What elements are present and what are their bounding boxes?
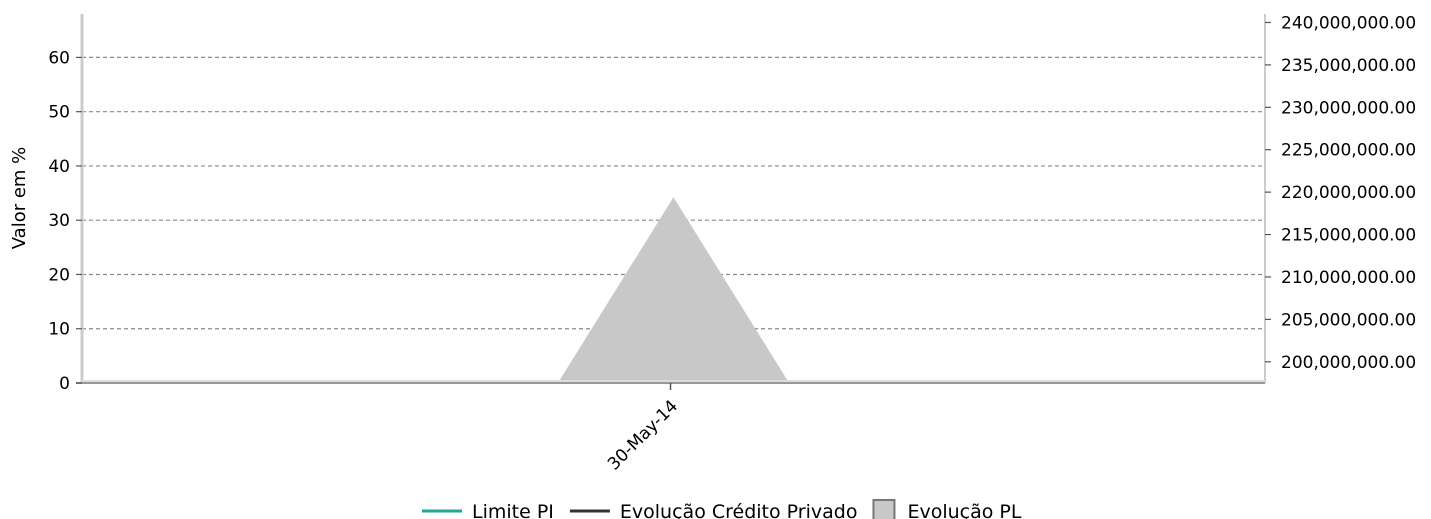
right-tick-label: 215,000,000.00 — [1281, 226, 1416, 246]
left-tick-label: 40 — [48, 157, 70, 177]
legend-label: Limite PI — [472, 501, 554, 519]
x-tick-label: 30-May-14 — [604, 396, 682, 474]
right-tick-label: 235,000,000.00 — [1281, 56, 1416, 76]
x-axis: 30-May-14 — [604, 383, 682, 474]
left-tick-label: 10 — [48, 320, 70, 340]
left-tick-label: 60 — [48, 48, 70, 68]
right-y-axis: 200,000,000.00 205,000,000.00 210,000,000.… — [1265, 13, 1416, 372]
y-axis-title: Valor em % — [9, 147, 30, 250]
right-tick-label: 205,000,000.00 — [1281, 310, 1416, 330]
left-tick-label: 0 — [59, 374, 70, 394]
area-evolucao-pl — [559, 197, 789, 382]
plot-area — [559, 197, 789, 382]
right-tick-label: 230,000,000.00 — [1281, 98, 1416, 118]
legend: Limite PI Evolução Crédito Privado Evoluçã… — [422, 500, 1022, 519]
legend-swatch — [873, 500, 894, 519]
right-tick-label: 240,000,000.00 — [1281, 13, 1416, 33]
right-tick-label: 210,000,000.00 — [1281, 268, 1416, 288]
left-tick-label: 50 — [48, 103, 70, 123]
left-tick-label: 30 — [48, 211, 70, 231]
left-y-axis: 0 10 20 30 40 50 60 — [48, 48, 82, 394]
legend-label: Evolução PL — [907, 501, 1021, 519]
right-tick-label: 220,000,000.00 — [1281, 183, 1416, 203]
right-tick-label: 200,000,000.00 — [1281, 353, 1416, 373]
legend-label: Evolução Crédito Privado — [620, 501, 858, 519]
left-tick-label: 20 — [48, 265, 70, 285]
right-tick-label: 225,000,000.00 — [1281, 141, 1416, 161]
